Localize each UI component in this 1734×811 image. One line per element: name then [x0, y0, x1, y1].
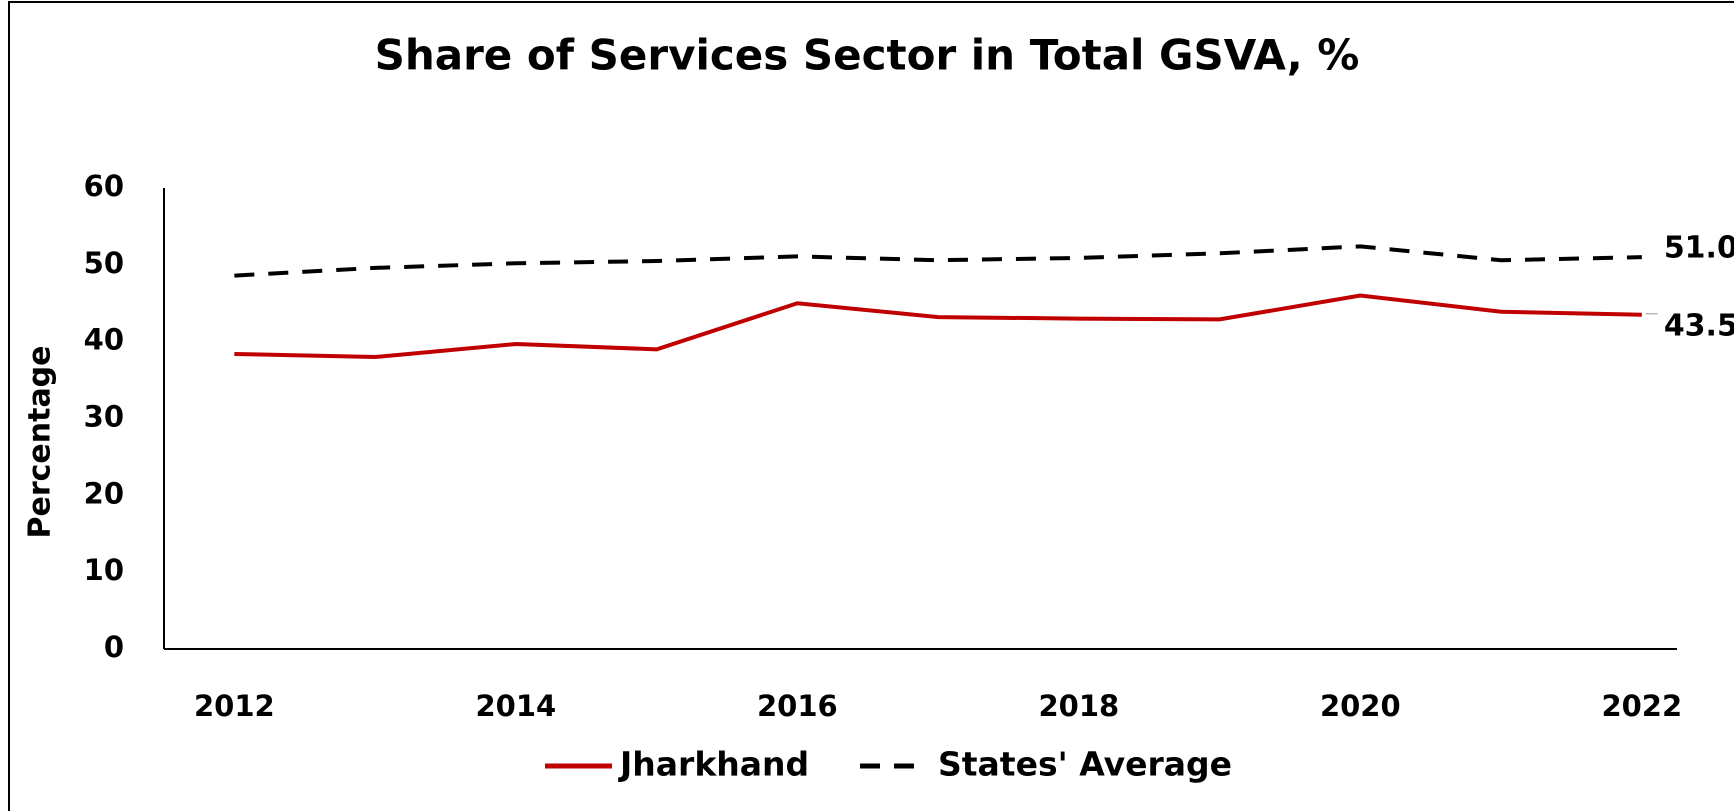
y-tick-label: 60	[84, 169, 124, 203]
x-tick-label: 2016	[757, 689, 838, 723]
y-tick-label: 40	[84, 323, 124, 357]
y-tick-label: 20	[84, 476, 124, 510]
x-tick-label: 2020	[1320, 689, 1401, 723]
y-tick-label: 30	[84, 400, 124, 434]
data-label: 43.5	[1664, 308, 1734, 343]
legend-label: States' Average	[938, 745, 1232, 784]
series-line	[234, 293, 1642, 360]
data-label: 51.0	[1664, 231, 1734, 266]
series-line	[234, 244, 1642, 278]
y-tick-label: 0	[104, 630, 124, 664]
chart-title: Share of Services Sector in Total GSVA, …	[375, 31, 1360, 80]
chart-frame	[8, 1, 1734, 811]
x-tick-label: 2018	[1038, 689, 1119, 723]
y-tick-label: 10	[84, 553, 124, 587]
y-axis-label: Percentage	[23, 345, 58, 538]
legend-label: Jharkhand	[618, 745, 809, 784]
x-tick-label: 2014	[476, 689, 557, 723]
x-tick-label: 2022	[1601, 689, 1682, 723]
y-tick-label: 50	[84, 246, 124, 280]
x-tick-label: 2012	[194, 689, 275, 723]
